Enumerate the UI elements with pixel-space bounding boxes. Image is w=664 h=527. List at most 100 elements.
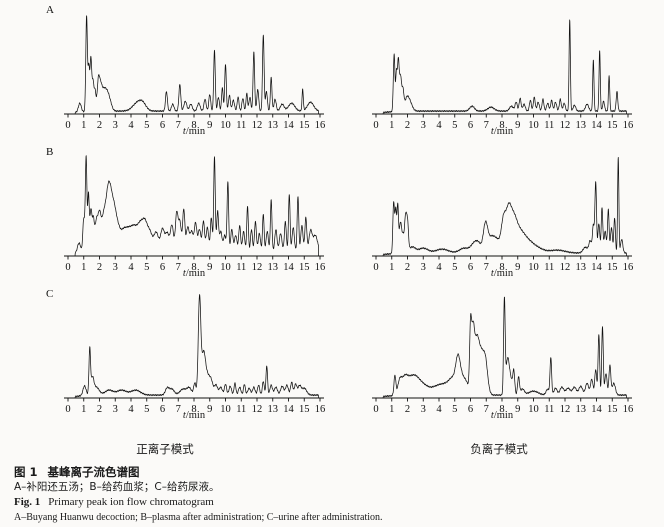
chromatogram-a-positive: 0 1 2 3 4 5 6 7 8 9 10 11 12 13 14 15 16 bbox=[58, 10, 330, 142]
svg-text:7: 7 bbox=[484, 404, 489, 415]
svg-text:6: 6 bbox=[468, 262, 473, 273]
panel-c-positive: C 0 1 2 3 4 5 6 7 8 9 10 11 12 13 14 15 16 t/min bbox=[40, 288, 340, 428]
axis-label-suffix: /min bbox=[185, 410, 206, 421]
svg-text:4: 4 bbox=[128, 120, 134, 131]
svg-text:8: 8 bbox=[191, 120, 196, 131]
svg-text:6: 6 bbox=[160, 120, 165, 131]
mode-label-negative: 负离子模式 bbox=[470, 442, 528, 456]
svg-text:16: 16 bbox=[315, 120, 326, 131]
svg-text:14: 14 bbox=[591, 262, 602, 273]
svg-text:4: 4 bbox=[436, 262, 442, 273]
caption-cn-sub: A–补阳还五汤；B–给药血浆；C–给药尿液。 bbox=[14, 481, 220, 494]
caption-en-title-line: Fig. 1 Primary peak ion flow chromatogram bbox=[14, 495, 650, 511]
panel-letter-a: A bbox=[46, 4, 55, 16]
svg-text:14: 14 bbox=[283, 404, 294, 415]
svg-text:2: 2 bbox=[405, 404, 410, 415]
svg-text:13: 13 bbox=[268, 120, 279, 131]
chromatogram-svg: 0 1 2 3 4 5 6 7 8 9 10 11 12 13 14 15 16 bbox=[64, 15, 326, 131]
chromatogram-svg: 0 1 2 3 4 5 6 7 8 9 10 11 12 13 14 15 16 bbox=[372, 156, 634, 273]
svg-text:2: 2 bbox=[405, 120, 410, 131]
axis-label-suffix: /min bbox=[493, 126, 514, 137]
svg-text:0: 0 bbox=[65, 120, 70, 131]
svg-text:3: 3 bbox=[113, 404, 118, 415]
panel-a-negative: 0 1 2 3 4 5 6 7 8 9 10 11 12 13 14 15 16 t/min bbox=[348, 4, 648, 144]
svg-text:11: 11 bbox=[236, 404, 246, 415]
svg-text:1: 1 bbox=[81, 262, 86, 273]
svg-text:15: 15 bbox=[607, 404, 618, 415]
caption-cn-title-line: 图 1 基峰离子流色谱图 bbox=[14, 464, 650, 480]
mode-label-positive: 正离子模式 bbox=[136, 442, 194, 456]
chromatogram-b-positive: 0 1 2 3 4 5 6 7 8 9 10 11 12 13 14 15 16 bbox=[58, 152, 330, 284]
svg-text:15: 15 bbox=[299, 262, 310, 273]
svg-text:8: 8 bbox=[191, 262, 196, 273]
svg-text:16: 16 bbox=[315, 404, 326, 415]
svg-text:16: 16 bbox=[623, 262, 634, 273]
svg-text:7: 7 bbox=[176, 404, 181, 415]
figure-caption: 图 1 基峰离子流色谱图 A–补阳还五汤；B–给药血浆；C–给药尿液。 Fig. … bbox=[14, 464, 650, 525]
svg-text:10: 10 bbox=[220, 262, 231, 273]
svg-text:16: 16 bbox=[623, 404, 634, 415]
chromatogram-svg: 0 1 2 3 4 5 6 7 8 9 10 11 12 13 14 15 16 bbox=[372, 296, 634, 415]
svg-text:12: 12 bbox=[252, 262, 263, 273]
svg-text:12: 12 bbox=[252, 404, 263, 415]
svg-text:13: 13 bbox=[576, 262, 587, 273]
svg-text:8: 8 bbox=[499, 262, 504, 273]
panel-b-negative: 0 1 2 3 4 5 6 7 8 9 10 11 12 13 14 15 16 t/min bbox=[348, 146, 648, 286]
svg-text:6: 6 bbox=[468, 120, 473, 131]
chromatogram-c-negative: 0 1 2 3 4 5 6 7 8 9 10 11 12 13 14 15 16 bbox=[366, 294, 638, 426]
axis-label-a-positive: t/min bbox=[58, 126, 330, 137]
svg-text:1: 1 bbox=[389, 120, 394, 131]
chromatogram-svg: 0 1 2 3 4 5 6 7 8 9 10 11 12 13 14 15 16 bbox=[372, 19, 633, 131]
svg-text:5: 5 bbox=[452, 404, 457, 415]
axis-label-suffix: /min bbox=[493, 268, 514, 279]
axis-label-b-positive: t/min bbox=[58, 268, 330, 279]
svg-text:0: 0 bbox=[65, 404, 70, 415]
svg-text:11: 11 bbox=[544, 120, 554, 131]
caption-en-number: Fig. 1 bbox=[14, 496, 41, 509]
svg-text:16: 16 bbox=[315, 262, 326, 273]
caption-en-sub: A–Buyang Huanwu decoction; B–plasma afte… bbox=[14, 511, 383, 523]
axis-label-suffix: /min bbox=[185, 126, 206, 137]
svg-text:5: 5 bbox=[144, 120, 149, 131]
svg-text:9: 9 bbox=[515, 120, 520, 131]
svg-text:2: 2 bbox=[405, 262, 410, 273]
svg-text:6: 6 bbox=[160, 404, 165, 415]
svg-text:11: 11 bbox=[544, 404, 554, 415]
svg-text:7: 7 bbox=[176, 262, 181, 273]
svg-text:4: 4 bbox=[436, 120, 442, 131]
caption-cn-number: 图 1 bbox=[14, 465, 38, 479]
svg-text:2: 2 bbox=[97, 262, 102, 273]
svg-text:12: 12 bbox=[252, 120, 263, 131]
axis-label-prefix: t bbox=[490, 268, 494, 279]
svg-text:1: 1 bbox=[389, 262, 394, 273]
chromatogram-c-positive: 0 1 2 3 4 5 6 7 8 9 10 11 12 13 14 15 16 bbox=[58, 294, 330, 426]
caption-en-title: Primary peak ion flow chromatogram bbox=[48, 496, 214, 509]
svg-text:2: 2 bbox=[97, 120, 102, 131]
svg-text:4: 4 bbox=[436, 404, 442, 415]
svg-text:3: 3 bbox=[113, 262, 118, 273]
svg-text:4: 4 bbox=[128, 262, 134, 273]
svg-text:12: 12 bbox=[560, 262, 571, 273]
svg-text:4: 4 bbox=[128, 404, 134, 415]
svg-text:14: 14 bbox=[591, 404, 602, 415]
axis-label-prefix: t bbox=[182, 126, 186, 137]
caption-cn-title: 基峰离子流色谱图 bbox=[47, 465, 140, 479]
svg-text:8: 8 bbox=[191, 404, 196, 415]
chromatogram-svg: 0 1 2 3 4 5 6 7 8 9 10 11 12 13 14 15 16 bbox=[64, 155, 326, 273]
chromatogram-svg: 0 1 2 3 4 5 6 7 8 9 10 11 12 13 14 15 16 bbox=[64, 294, 326, 415]
svg-text:5: 5 bbox=[144, 404, 149, 415]
svg-text:2: 2 bbox=[97, 404, 102, 415]
svg-text:11: 11 bbox=[236, 120, 246, 131]
svg-text:9: 9 bbox=[207, 120, 212, 131]
svg-text:10: 10 bbox=[528, 404, 539, 415]
svg-text:8: 8 bbox=[499, 120, 504, 131]
axis-label-prefix: t bbox=[182, 410, 186, 421]
svg-text:9: 9 bbox=[515, 262, 520, 273]
svg-text:7: 7 bbox=[484, 262, 489, 273]
svg-text:10: 10 bbox=[220, 120, 231, 131]
panel-a-positive: A 0 1 2 3 4 5 6 7 8 9 10 11 12 13 14 15 16 t/min bbox=[40, 4, 340, 144]
svg-text:13: 13 bbox=[268, 404, 279, 415]
svg-text:10: 10 bbox=[528, 120, 539, 131]
chromatogram-b-negative: 0 1 2 3 4 5 6 7 8 9 10 11 12 13 14 15 16 bbox=[366, 152, 638, 284]
svg-text:3: 3 bbox=[421, 404, 426, 415]
